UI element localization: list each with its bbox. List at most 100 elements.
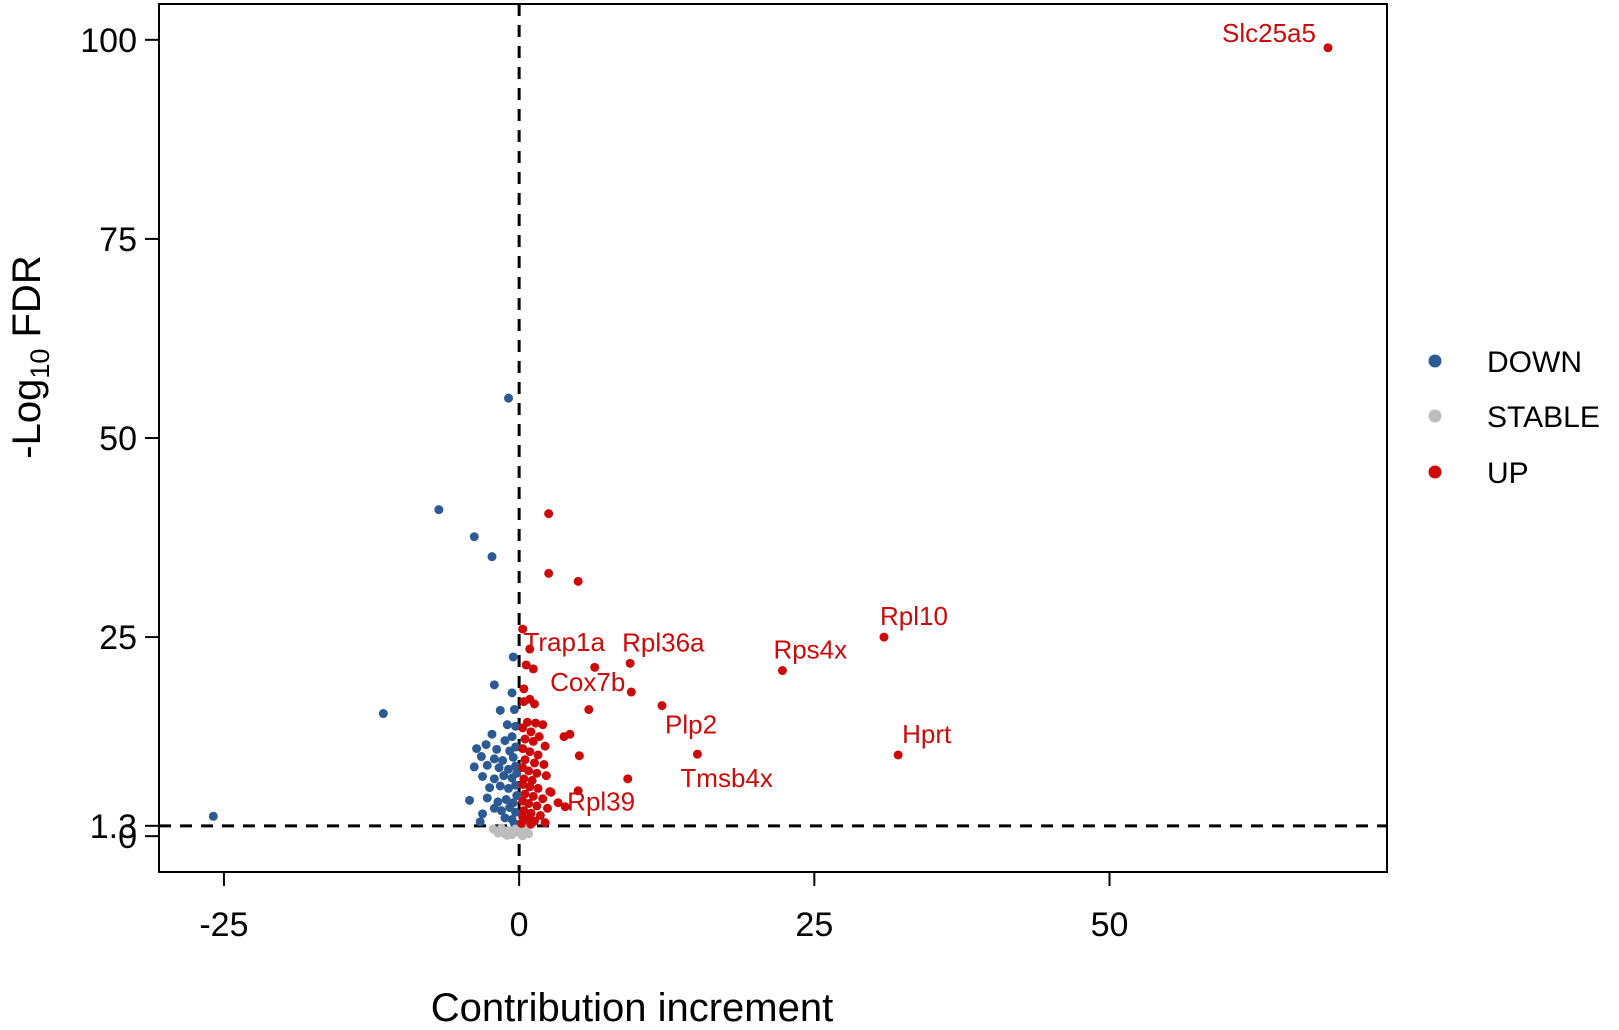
point-down <box>499 771 509 781</box>
point-up <box>692 749 702 759</box>
legend-label-down: DOWN <box>1487 346 1582 379</box>
point-down <box>494 763 504 773</box>
point-down <box>478 809 488 819</box>
point-stable <box>502 830 512 840</box>
point-down <box>496 806 506 816</box>
y-tick-label: 25 <box>99 619 137 657</box>
point-up <box>524 766 534 776</box>
point-up <box>879 632 889 642</box>
x-tick-label: 0 <box>510 906 529 944</box>
point-down <box>511 761 521 771</box>
gene-labels: Slc25a5 Rpl10 Rps4x Hprt Rpl36a Trap1a Cox7b Pl… <box>523 18 1315 817</box>
gene-label: Rpl36a <box>622 627 705 657</box>
point-down <box>498 756 508 766</box>
y-tick-label: 75 <box>99 221 137 259</box>
legend-marker-stable <box>1428 409 1442 423</box>
point-down <box>507 688 517 698</box>
point-down <box>511 742 521 752</box>
point-up <box>518 779 528 789</box>
gene-label: Slc25a5 <box>1222 18 1316 48</box>
point-up <box>540 741 550 751</box>
point-down <box>504 764 514 774</box>
point-up <box>560 802 570 812</box>
point-up <box>539 759 549 769</box>
point-up <box>657 701 667 711</box>
point-down <box>501 795 511 805</box>
point-down <box>487 552 497 562</box>
x-tick-label: -25 <box>199 906 248 944</box>
point-down <box>508 652 518 662</box>
point-up <box>533 750 543 760</box>
point-up <box>525 747 535 757</box>
point-up <box>546 787 556 797</box>
point-up <box>532 801 542 811</box>
gene-label: Rpl10 <box>880 601 948 631</box>
point-down <box>482 793 492 803</box>
point-up <box>516 818 526 828</box>
point-up <box>623 774 633 784</box>
gene-label: Cox7b <box>550 667 625 697</box>
point-up <box>538 794 548 804</box>
point-down <box>465 795 475 805</box>
point-up <box>544 509 554 519</box>
point-up <box>573 786 583 796</box>
point-down <box>500 813 510 823</box>
point-up <box>519 684 529 694</box>
point-up <box>520 789 530 799</box>
point-down <box>489 754 499 764</box>
point-down <box>500 736 510 746</box>
point-up <box>518 723 528 733</box>
point-down <box>507 732 517 742</box>
point-down <box>378 709 388 719</box>
point-up <box>518 624 528 634</box>
point-up <box>625 658 635 668</box>
point-up <box>540 818 550 828</box>
point-down <box>489 774 499 784</box>
point-up <box>529 699 539 709</box>
y-axis-title-prefix: -Log <box>5 379 49 459</box>
point-up <box>525 644 535 654</box>
point-down <box>508 752 518 762</box>
legend: DOWN STABLE UP <box>1428 346 1600 490</box>
y-tick-label: 1.3 <box>90 808 137 846</box>
point-down <box>512 768 522 778</box>
point-up <box>541 771 551 781</box>
data-points <box>208 43 1333 841</box>
gene-label: Tmsb4x <box>680 763 772 793</box>
x-axis-title: Contribution increment <box>431 986 833 1030</box>
point-up <box>538 720 548 730</box>
legend-marker-down <box>1428 354 1442 368</box>
point-down <box>478 771 488 781</box>
x-tick-label: 50 <box>1091 906 1129 944</box>
point-up <box>1323 43 1333 53</box>
gene-label: Plp2 <box>665 710 717 740</box>
y-axis-title: -Log10 FDR <box>5 255 55 458</box>
point-up <box>526 727 536 737</box>
gene-label: Hprt <box>902 719 952 749</box>
point-up <box>526 819 536 829</box>
point-up <box>518 744 528 754</box>
gene-label: Rps4x <box>773 635 847 665</box>
point-up <box>535 810 545 820</box>
point-up <box>574 751 584 761</box>
point-up <box>559 732 569 742</box>
point-up <box>584 705 594 715</box>
point-down <box>511 780 521 790</box>
point-down <box>472 744 482 754</box>
legend-label-up: UP <box>1487 457 1529 490</box>
point-down <box>481 740 491 750</box>
point-up <box>626 687 636 697</box>
point-down <box>504 783 514 793</box>
plot-frame <box>158 3 1388 873</box>
y-axis-title-subscript: 10 <box>25 349 55 379</box>
point-up <box>532 768 542 778</box>
point-down <box>208 811 218 821</box>
point-up <box>893 750 903 760</box>
point-up <box>544 568 554 578</box>
point-down <box>495 705 505 715</box>
point-up <box>529 758 539 768</box>
point-down <box>469 532 479 542</box>
point-down <box>511 721 521 731</box>
y-tick-label: 100 <box>80 22 137 60</box>
